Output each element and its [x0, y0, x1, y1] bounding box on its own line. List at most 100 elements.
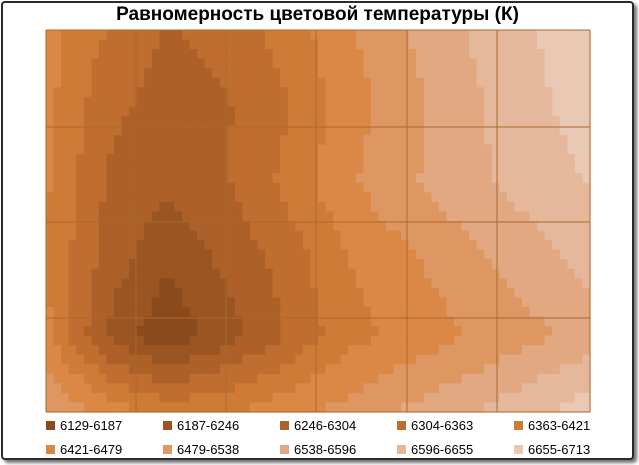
- contour-cell: [454, 68, 463, 79]
- contour-cell: [340, 144, 349, 155]
- contour-cell: [506, 345, 516, 356]
- contour-cell: [265, 316, 274, 327]
- contour-cell: [559, 115, 568, 127]
- legend-label: 6479-6538: [177, 441, 240, 457]
- contour-cell: [98, 144, 108, 155]
- contour-cell: [401, 77, 410, 88]
- contour-cell: [318, 106, 327, 117]
- contour-cell: [189, 354, 198, 365]
- contour-cell: [416, 154, 425, 165]
- contour-cell: [242, 96, 251, 107]
- contour-cell: [333, 192, 342, 203]
- contour-cell: [197, 173, 206, 184]
- contour-cell: [242, 240, 251, 251]
- contour-cell: [91, 87, 100, 98]
- contour-cell: [333, 87, 342, 98]
- contour-cell: [506, 259, 516, 270]
- contour-cell: [582, 173, 591, 184]
- contour-cell: [197, 373, 206, 384]
- contour-cell: [446, 125, 455, 136]
- contour-cell: [280, 287, 289, 298]
- contour-cell: [166, 383, 176, 394]
- contour-cell: [280, 259, 289, 270]
- contour-cell: [552, 106, 561, 117]
- contour-cell: [295, 402, 304, 413]
- contour-cell: [166, 201, 176, 213]
- contour-cell: [227, 373, 236, 384]
- contour-cell: [567, 326, 576, 337]
- contour-cell: [370, 144, 380, 155]
- legend-item: 6246-6304: [280, 417, 397, 433]
- contour-cell: [136, 77, 145, 88]
- contour-cell: [295, 240, 304, 251]
- contour-cell: [348, 392, 357, 404]
- contour-cell: [295, 306, 304, 318]
- contour-cell: [423, 163, 432, 174]
- contour-cell: [484, 383, 493, 394]
- contour-cell: [386, 49, 395, 60]
- contour-cell: [370, 182, 380, 193]
- contour-cell: [431, 173, 440, 184]
- contour-cell: [76, 316, 85, 327]
- contour-cell: [114, 373, 123, 384]
- contour-cell: [355, 87, 364, 98]
- contour-cell: [544, 125, 553, 136]
- contour-cell: [310, 326, 319, 337]
- contour-cell: [461, 364, 470, 375]
- contour-cell: [438, 278, 448, 289]
- contour-cell: [416, 316, 425, 327]
- contour-cell: [454, 182, 463, 193]
- contour-cell: [212, 163, 221, 174]
- contour-cell: [272, 345, 281, 356]
- contour-cell: [469, 192, 478, 203]
- contour-cell: [355, 335, 364, 346]
- contour-cell: [529, 96, 538, 107]
- contour-cell: [582, 345, 591, 356]
- contour-cell: [136, 221, 145, 232]
- contour-cell: [46, 335, 55, 346]
- contour-cell: [544, 364, 553, 375]
- contour-cell: [325, 402, 334, 413]
- contour-cell: [182, 287, 191, 298]
- contour-cell: [295, 249, 304, 260]
- contour-cell: [212, 30, 221, 41]
- contour-cell: [514, 49, 523, 60]
- contour-cell: [431, 306, 440, 318]
- contour-cell: [416, 77, 425, 88]
- contour-cell: [212, 392, 221, 404]
- contour-cell: [370, 163, 380, 174]
- contour-cell: [121, 182, 130, 193]
- contour-cell: [333, 383, 342, 394]
- contour-cell: [340, 68, 349, 79]
- contour-cell: [197, 106, 206, 117]
- contour-cell: [287, 268, 296, 279]
- contour-cell: [491, 306, 500, 318]
- contour-cell: [431, 58, 440, 69]
- contour-cell: [280, 135, 289, 146]
- contour-cell: [250, 383, 259, 394]
- contour-cell: [431, 240, 440, 251]
- contour-cell: [121, 230, 130, 241]
- contour-cell: [574, 335, 584, 346]
- contour-cell: [491, 39, 500, 50]
- contour-cell: [408, 335, 417, 346]
- contour-cell: [522, 96, 531, 107]
- contour-cell: [98, 106, 108, 117]
- contour-cell: [552, 240, 561, 251]
- contour-cell: [250, 163, 259, 174]
- contour-cell: [446, 278, 455, 289]
- contour-cell: [46, 240, 55, 251]
- contour-cell: [257, 30, 266, 41]
- contour-cell: [295, 392, 304, 404]
- contour-cell: [83, 211, 92, 222]
- contour-cell: [265, 364, 274, 375]
- contour-cell: [348, 173, 357, 184]
- contour-cell: [197, 278, 206, 289]
- legend-item: 6538-6596: [280, 441, 397, 457]
- contour-cell: [151, 163, 160, 174]
- contour-cell: [552, 354, 561, 365]
- contour-cell: [559, 39, 568, 50]
- contour-cell: [438, 240, 448, 251]
- contour-cell: [310, 30, 319, 41]
- contour-cell: [423, 345, 432, 356]
